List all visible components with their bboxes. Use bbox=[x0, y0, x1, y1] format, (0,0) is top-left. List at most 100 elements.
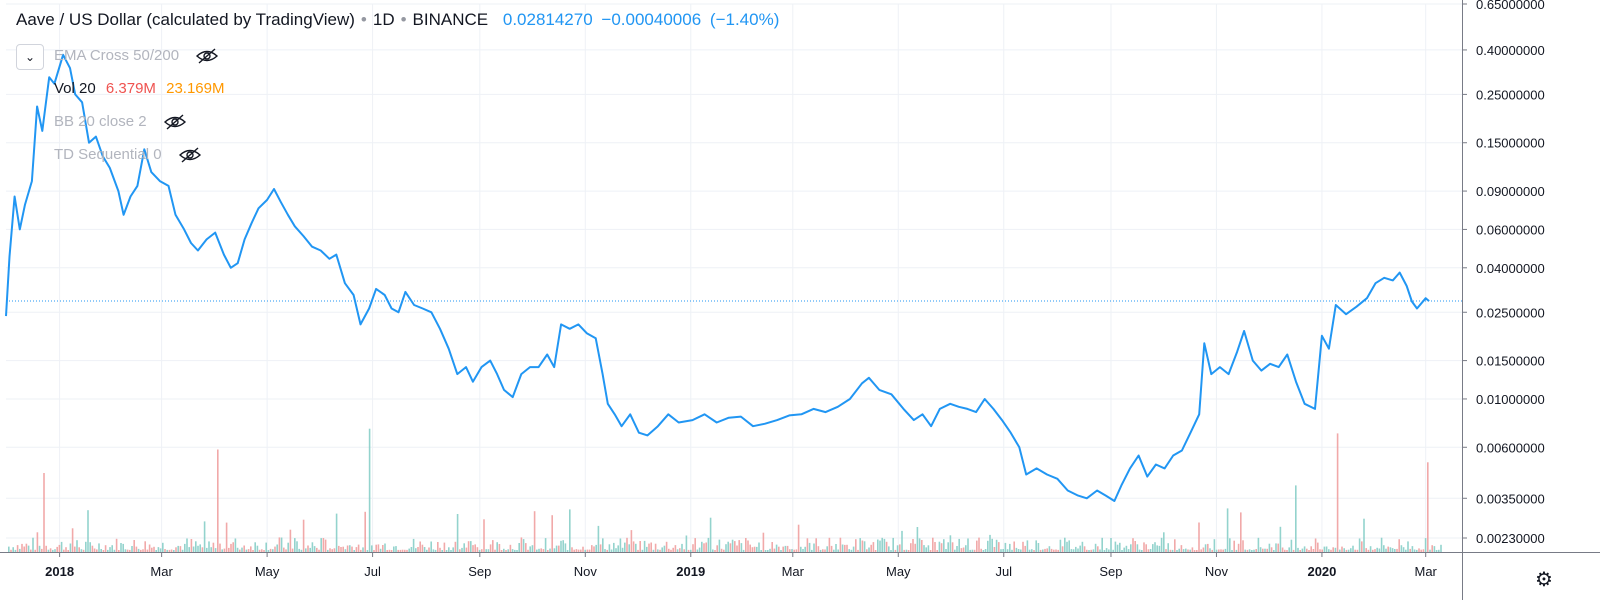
volume-bar bbox=[1262, 548, 1264, 552]
volume-bar bbox=[780, 550, 782, 552]
volume-bar bbox=[63, 549, 65, 552]
volume-bar bbox=[1429, 549, 1431, 552]
volume-bar bbox=[771, 542, 773, 552]
volume-bar bbox=[1182, 549, 1185, 552]
volume-bar bbox=[652, 549, 655, 552]
volume-bar bbox=[353, 550, 355, 552]
volume-bar bbox=[349, 545, 351, 552]
volume-bar bbox=[175, 547, 177, 552]
volume-bar bbox=[415, 548, 417, 552]
volume-bar bbox=[602, 538, 604, 552]
volume-bar bbox=[1174, 539, 1176, 552]
indicator-ema-cross[interactable]: EMA Cross 50/200 bbox=[54, 47, 219, 64]
volume-bar bbox=[199, 544, 201, 552]
volume-bar bbox=[1156, 545, 1158, 552]
eye-off-icon[interactable] bbox=[195, 48, 219, 64]
volume-bar bbox=[916, 527, 919, 552]
volume-bar bbox=[498, 544, 501, 552]
indicator-label: BB 20 close 2 bbox=[54, 113, 147, 130]
volume-bar bbox=[258, 549, 261, 552]
volume-bar bbox=[1431, 545, 1433, 552]
volume-bar bbox=[459, 549, 461, 552]
interval-label[interactable]: 1D bbox=[372, 10, 395, 29]
volume-bar bbox=[529, 546, 531, 552]
eye-off-icon[interactable] bbox=[163, 114, 187, 130]
volume-bar bbox=[289, 529, 292, 552]
volume-bar bbox=[1090, 549, 1092, 552]
volume-bar bbox=[1422, 549, 1425, 552]
volume-bar bbox=[588, 549, 591, 552]
collapse-legend-button[interactable]: ⌄ bbox=[16, 44, 44, 70]
volume-bar bbox=[1079, 545, 1081, 552]
volume-bar bbox=[1165, 549, 1167, 552]
volume-bar bbox=[650, 542, 652, 552]
volume-bar bbox=[1352, 545, 1354, 552]
volume-bar bbox=[1149, 549, 1152, 552]
exchange-label: BINANCE bbox=[412, 10, 489, 29]
gear-icon[interactable]: ⚙ bbox=[1535, 569, 1553, 591]
volume-bar bbox=[417, 547, 419, 552]
volume-bar bbox=[91, 545, 94, 552]
indicator-volume[interactable]: Vol 20 6.379M 23.169M bbox=[54, 80, 224, 97]
volume-bar bbox=[382, 545, 384, 552]
volume-bar bbox=[230, 543, 232, 552]
volume-bar bbox=[1308, 550, 1310, 552]
volume-bar bbox=[980, 548, 982, 552]
volume-bar bbox=[907, 550, 910, 552]
volume-bar bbox=[1017, 549, 1020, 552]
volume-bar bbox=[1088, 550, 1090, 552]
volume-bar bbox=[1244, 549, 1246, 552]
volume-bar bbox=[1266, 548, 1268, 552]
volume-bar bbox=[1207, 543, 1209, 552]
volume-bar bbox=[324, 539, 327, 552]
volume-bar bbox=[1048, 546, 1051, 552]
volume-bar bbox=[714, 550, 716, 552]
volume-bar bbox=[593, 546, 595, 552]
volume-bar bbox=[269, 548, 272, 552]
volume-bar bbox=[954, 549, 956, 552]
volume-bar bbox=[1143, 542, 1145, 552]
indicator-bollinger-bands[interactable]: BB 20 close 2 bbox=[54, 113, 187, 130]
volume-bar bbox=[1072, 549, 1075, 552]
volume-bar bbox=[885, 541, 888, 552]
volume-bar bbox=[670, 549, 672, 552]
volume-bar bbox=[1354, 549, 1356, 552]
volume-bar bbox=[824, 549, 826, 552]
volume-bar bbox=[1189, 549, 1191, 552]
volume-bar bbox=[672, 547, 674, 552]
volume-bar bbox=[1024, 545, 1026, 552]
volume-bar bbox=[1193, 550, 1196, 552]
volume-bar bbox=[503, 548, 505, 552]
volume-bar bbox=[525, 543, 527, 552]
price-line bbox=[5, 53, 1430, 502]
volume-bar bbox=[1055, 549, 1057, 552]
volume-bar bbox=[797, 524, 800, 552]
volume-bar bbox=[786, 545, 789, 552]
volume-bar bbox=[1325, 546, 1328, 552]
volume-bar bbox=[1152, 544, 1154, 552]
volume-bar bbox=[1138, 549, 1141, 552]
volume-bar bbox=[646, 546, 648, 552]
volume-bar bbox=[1270, 547, 1273, 552]
volume-bar bbox=[113, 549, 116, 552]
volume-bar bbox=[789, 549, 791, 552]
volume-bar bbox=[896, 545, 899, 552]
volume-bar bbox=[1002, 549, 1004, 552]
y-tick-label: 0.00230000 bbox=[1476, 531, 1545, 546]
volume-bar bbox=[214, 548, 217, 552]
volume-bar bbox=[547, 550, 549, 552]
indicator-td-sequential[interactable]: TD Sequential 0 bbox=[54, 146, 202, 163]
volume-bar bbox=[1028, 549, 1031, 552]
volume-bar bbox=[1132, 538, 1134, 552]
volume-bar bbox=[1301, 548, 1304, 552]
volume-bar bbox=[817, 546, 820, 552]
volume-bar bbox=[1108, 549, 1110, 552]
volume-bar bbox=[544, 538, 547, 552]
eye-off-icon[interactable] bbox=[178, 147, 202, 163]
volume-bar bbox=[38, 545, 41, 552]
volume-bar bbox=[371, 545, 373, 552]
volume-bar bbox=[463, 543, 465, 552]
volume-bar bbox=[346, 545, 349, 552]
volume-bar bbox=[142, 549, 144, 552]
